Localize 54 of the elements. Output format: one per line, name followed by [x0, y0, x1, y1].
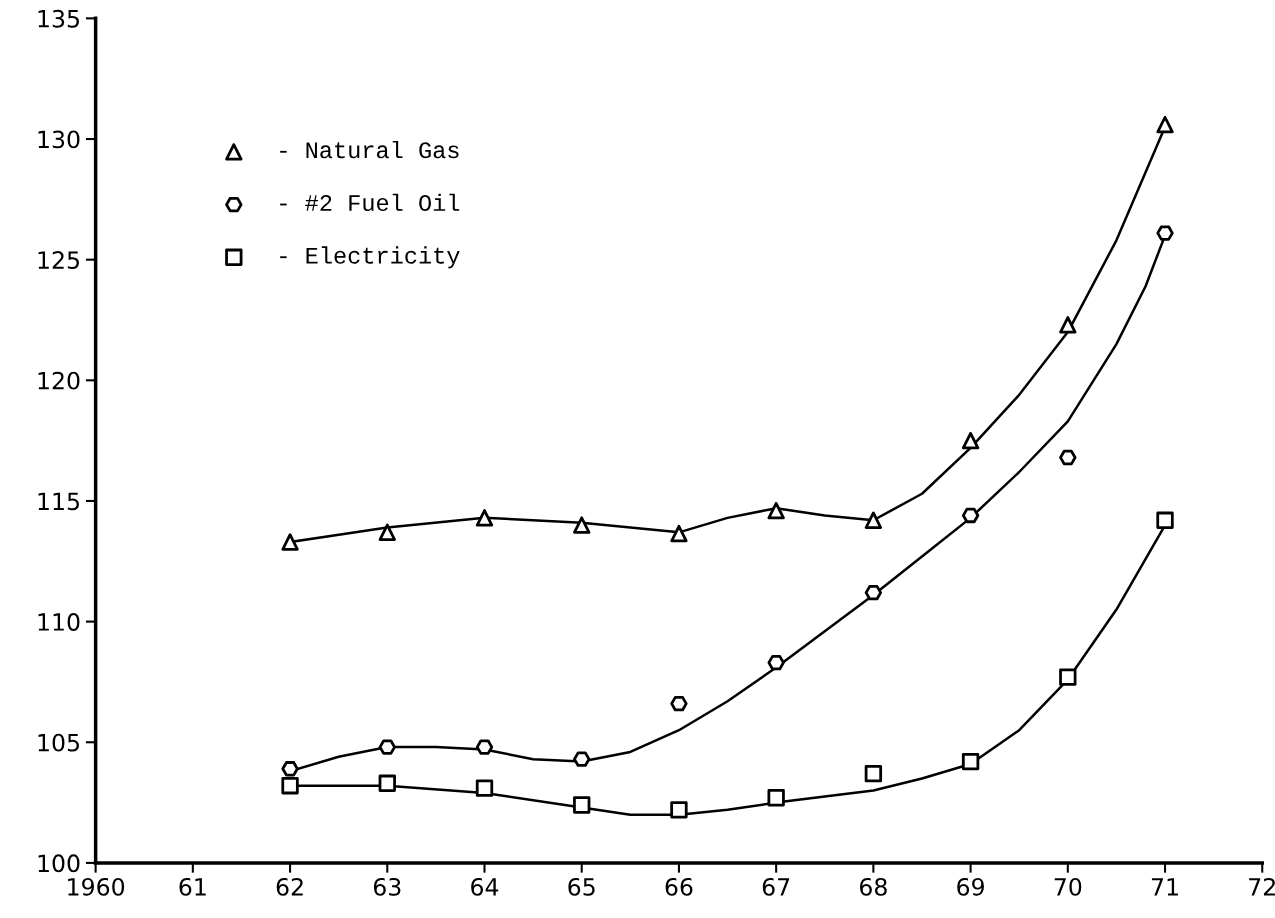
point — [378, 523, 396, 542]
x-tick-label: 72 — [1249, 877, 1275, 896]
point — [573, 751, 591, 767]
point — [961, 431, 980, 450]
x-tick-label: 66 — [665, 877, 693, 896]
point — [475, 509, 494, 527]
point — [378, 774, 396, 792]
x-tick-label: 67 — [762, 877, 790, 896]
y-tick-label: 135 — [38, 9, 79, 28]
y-tick-label: 105 — [38, 733, 79, 752]
point — [767, 501, 785, 520]
point — [864, 511, 883, 529]
point — [475, 739, 494, 755]
point — [378, 739, 396, 755]
point — [1156, 225, 1174, 241]
point — [281, 777, 299, 795]
point — [767, 654, 785, 671]
point — [573, 516, 591, 534]
x-tick-label: 1960 — [68, 877, 125, 896]
x-tick-label: 69 — [957, 877, 984, 896]
legend-label: - #2 Fuel Oil — [280, 193, 460, 211]
x-tick-label: 65 — [568, 877, 595, 896]
point — [1059, 316, 1077, 334]
point — [281, 761, 299, 777]
x-tick-label: 61 — [179, 877, 206, 896]
x-tick-label: 64 — [471, 877, 499, 896]
point — [864, 584, 883, 601]
point — [961, 752, 980, 771]
y-tick-label: 110 — [38, 613, 80, 631]
y-tick-label: 115 — [38, 492, 79, 511]
y-tick-label: 130 — [38, 130, 80, 149]
point — [670, 524, 688, 543]
legend-label: - Natural Gas — [280, 140, 459, 159]
point — [670, 801, 688, 819]
x-tick-label: 63 — [373, 877, 401, 896]
y-tick-label: 100 — [38, 854, 80, 873]
point — [281, 533, 299, 551]
point — [864, 764, 883, 783]
point — [767, 789, 785, 807]
y-tick-label: 125 — [38, 251, 79, 269]
legend-label: - Electricity — [280, 246, 460, 269]
y-tick-label: 120 — [38, 371, 80, 390]
x-tick-label: 68 — [860, 877, 887, 896]
point — [1059, 668, 1077, 686]
point — [573, 796, 591, 814]
x-tick-label: 62 — [276, 877, 303, 896]
point — [475, 779, 494, 797]
point — [1156, 511, 1174, 529]
point — [1156, 115, 1174, 134]
x-tick-label: 71 — [1151, 878, 1178, 896]
point — [1059, 449, 1077, 466]
point — [961, 507, 980, 524]
point — [670, 695, 688, 712]
x-tick-label: 70 — [1054, 877, 1082, 896]
